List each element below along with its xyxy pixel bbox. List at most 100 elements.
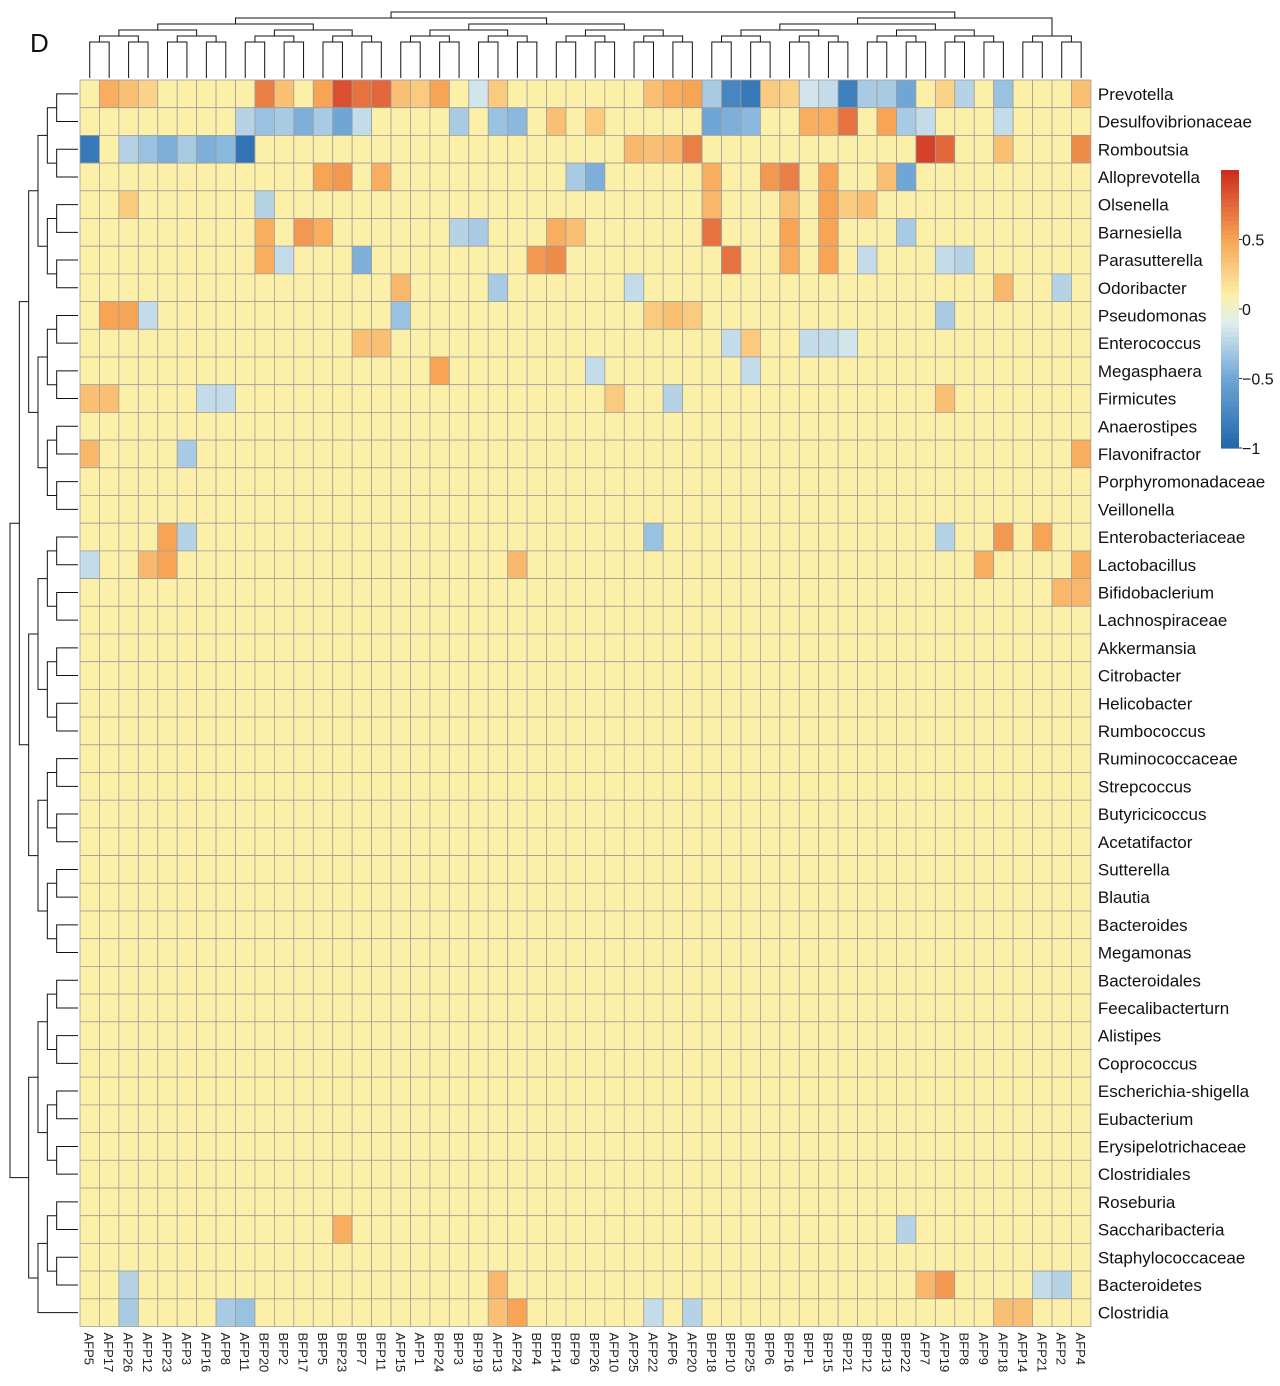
heatmap-cell bbox=[954, 107, 975, 136]
heatmap-cell bbox=[390, 993, 411, 1023]
heatmap-cell bbox=[973, 1104, 995, 1134]
heatmap-cell bbox=[351, 910, 373, 940]
heatmap-cell bbox=[254, 1021, 275, 1050]
heatmap-cell bbox=[1051, 799, 1072, 829]
heatmap-cell bbox=[993, 190, 1014, 219]
heatmap-cell bbox=[351, 411, 373, 441]
heatmap-cell bbox=[818, 245, 839, 275]
heatmap-cell bbox=[779, 411, 800, 441]
heatmap-cell bbox=[1071, 522, 1092, 552]
heatmap-cell bbox=[118, 1076, 139, 1106]
heatmap-cell bbox=[701, 633, 722, 663]
heatmap-cell bbox=[273, 273, 295, 302]
heatmap-cell bbox=[235, 218, 256, 247]
heatmap-cell bbox=[546, 495, 567, 524]
heatmap-cell bbox=[254, 439, 275, 469]
heatmap-cell bbox=[468, 467, 489, 496]
heatmap-cell bbox=[137, 522, 159, 552]
heatmap-cell bbox=[196, 1076, 217, 1106]
heatmap-cell bbox=[332, 744, 353, 773]
heatmap-cell bbox=[585, 1270, 606, 1300]
heatmap-cell bbox=[546, 218, 567, 247]
heatmap-cell bbox=[487, 522, 509, 552]
heatmap-cell bbox=[604, 827, 625, 857]
heatmap-cell bbox=[118, 689, 139, 718]
heatmap-cell bbox=[701, 1159, 722, 1189]
heatmap-cell bbox=[99, 1132, 120, 1161]
heatmap-cell bbox=[526, 1104, 547, 1134]
heatmap-cell bbox=[332, 910, 353, 940]
heatmap-cell bbox=[429, 384, 450, 413]
heatmap-cell bbox=[196, 716, 217, 746]
heatmap-cell bbox=[332, 328, 353, 358]
heatmap-cell bbox=[118, 495, 139, 524]
heatmap-cell bbox=[798, 550, 820, 580]
heatmap-cell bbox=[215, 633, 236, 663]
row-dendrogram-branch bbox=[56, 1201, 78, 1231]
heatmap-cell bbox=[487, 605, 509, 635]
heatmap-cell bbox=[973, 1159, 995, 1189]
heatmap-cell bbox=[79, 1049, 100, 1078]
heatmap-cell bbox=[779, 1021, 800, 1050]
heatmap-cell bbox=[273, 1104, 295, 1134]
heatmap-cell bbox=[643, 522, 664, 552]
heatmap-cell bbox=[779, 910, 800, 940]
heatmap-cell bbox=[779, 1243, 800, 1272]
colorbar-segment bbox=[1221, 290, 1239, 296]
heatmap-cell bbox=[157, 522, 178, 552]
heatmap-cell bbox=[215, 1215, 236, 1244]
heatmap-cell bbox=[429, 218, 450, 247]
heatmap-cell bbox=[643, 827, 664, 857]
heatmap-cell bbox=[896, 1104, 917, 1134]
heatmap-cell bbox=[176, 107, 198, 136]
heatmap-cell bbox=[837, 1159, 858, 1189]
row-label: Anaerostipes bbox=[1098, 417, 1197, 436]
heatmap-cell bbox=[818, 1104, 839, 1134]
heatmap-cell bbox=[701, 190, 722, 219]
heatmap-cell bbox=[1012, 273, 1033, 302]
heatmap-cell bbox=[876, 439, 897, 469]
heatmap-cell bbox=[973, 245, 995, 275]
column-dendrogram-branch bbox=[895, 29, 975, 36]
heatmap-cell bbox=[176, 162, 198, 192]
heatmap-cell bbox=[254, 273, 275, 302]
heatmap-cell bbox=[196, 1132, 217, 1161]
heatmap-cell bbox=[1071, 716, 1092, 746]
heatmap-cell bbox=[1051, 467, 1072, 496]
heatmap-cell bbox=[993, 882, 1014, 912]
heatmap-cell bbox=[760, 301, 781, 330]
heatmap-cell bbox=[701, 855, 722, 884]
heatmap-cell bbox=[662, 689, 684, 718]
heatmap-cell bbox=[643, 1270, 664, 1300]
heatmap-cell bbox=[468, 578, 489, 607]
heatmap-cell bbox=[99, 1076, 120, 1106]
heatmap-cell bbox=[254, 218, 275, 247]
heatmap-cell bbox=[332, 827, 353, 857]
row-label: Blautia bbox=[1098, 888, 1151, 907]
heatmap-cell bbox=[662, 1298, 684, 1327]
heatmap-cell bbox=[273, 439, 295, 469]
heatmap-cell bbox=[215, 827, 236, 857]
heatmap-cell bbox=[740, 301, 761, 330]
heatmap-cell bbox=[293, 1187, 314, 1217]
heatmap-cell bbox=[798, 938, 820, 967]
colorbar-segment bbox=[1221, 281, 1239, 287]
heatmap-cell bbox=[468, 1298, 489, 1327]
heatmap-cell bbox=[79, 966, 100, 995]
heatmap-cell bbox=[993, 439, 1014, 469]
heatmap-cell bbox=[721, 467, 742, 496]
heatmap-cell bbox=[410, 1132, 431, 1161]
heatmap-cell bbox=[235, 134, 256, 164]
heatmap-cell bbox=[565, 882, 586, 912]
heatmap-cell bbox=[779, 301, 800, 330]
heatmap-cell bbox=[973, 1270, 995, 1300]
heatmap-cell bbox=[857, 384, 878, 413]
colorbar-segment bbox=[1221, 336, 1239, 343]
heatmap-cell bbox=[857, 107, 878, 136]
heatmap-cell bbox=[468, 966, 489, 995]
heatmap-cell bbox=[1032, 661, 1053, 690]
heatmap-cell bbox=[546, 1298, 567, 1327]
heatmap-cell bbox=[546, 328, 567, 358]
heatmap-cell bbox=[876, 1021, 897, 1050]
heatmap-cell bbox=[837, 245, 858, 275]
